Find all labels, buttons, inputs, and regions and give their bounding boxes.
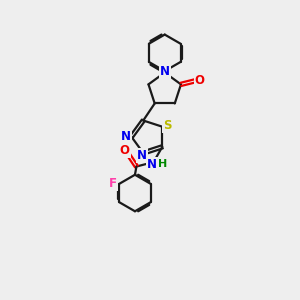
Text: F: F (109, 177, 117, 190)
Text: N: N (121, 130, 130, 143)
Text: H: H (158, 160, 167, 170)
Text: O: O (120, 144, 130, 157)
Text: N: N (147, 158, 157, 171)
Text: N: N (137, 149, 147, 162)
Text: O: O (195, 74, 205, 87)
Text: S: S (164, 119, 172, 132)
Text: N: N (160, 64, 170, 78)
